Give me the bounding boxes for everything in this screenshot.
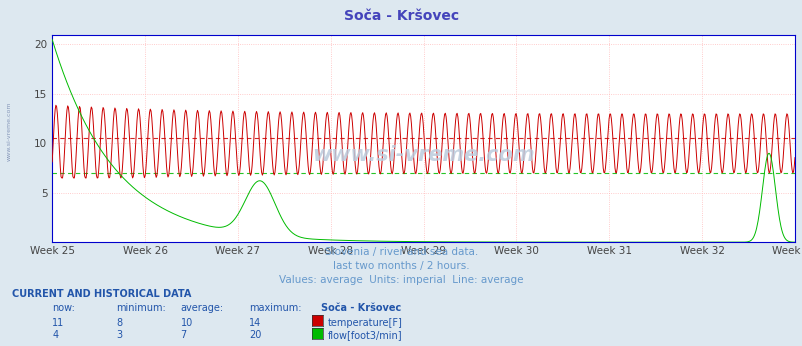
Text: 3: 3 bbox=[116, 330, 123, 340]
Text: Soča - Kršovec: Soča - Kršovec bbox=[343, 9, 459, 22]
Text: 8: 8 bbox=[116, 318, 123, 328]
Text: flow[foot3/min]: flow[foot3/min] bbox=[327, 330, 402, 340]
Text: Slovenia / river and sea data.: Slovenia / river and sea data. bbox=[325, 247, 477, 257]
Text: 14: 14 bbox=[249, 318, 261, 328]
Text: Soča - Kršovec: Soča - Kršovec bbox=[321, 303, 401, 313]
Text: 10: 10 bbox=[180, 318, 192, 328]
Text: 4: 4 bbox=[52, 330, 59, 340]
Text: www.si-vreme.com: www.si-vreme.com bbox=[312, 145, 534, 165]
Text: 20: 20 bbox=[249, 330, 261, 340]
Text: CURRENT AND HISTORICAL DATA: CURRENT AND HISTORICAL DATA bbox=[12, 289, 191, 299]
Text: Values: average  Units: imperial  Line: average: Values: average Units: imperial Line: av… bbox=[279, 275, 523, 285]
Text: temperature[F]: temperature[F] bbox=[327, 318, 402, 328]
Text: minimum:: minimum: bbox=[116, 303, 166, 313]
Text: 7: 7 bbox=[180, 330, 187, 340]
Text: 11: 11 bbox=[52, 318, 64, 328]
Text: last two months / 2 hours.: last two months / 2 hours. bbox=[333, 261, 469, 271]
Text: www.si-vreme.com: www.si-vreme.com bbox=[6, 102, 11, 161]
Text: average:: average: bbox=[180, 303, 224, 313]
Text: now:: now: bbox=[52, 303, 75, 313]
Text: maximum:: maximum: bbox=[249, 303, 301, 313]
